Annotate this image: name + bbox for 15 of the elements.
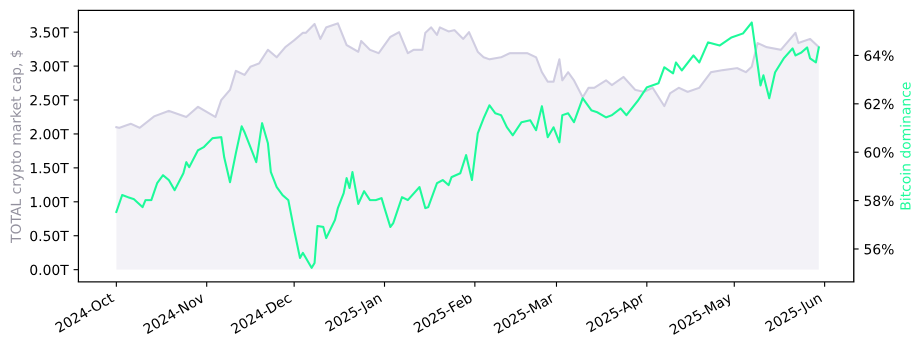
y2-tick-label: 58% — [864, 196, 894, 206]
y-tick-label: 1.50T — [30, 162, 69, 174]
y-tick-label: 2.50T — [30, 94, 69, 106]
y-tick-label: 3.00T — [30, 61, 69, 72]
y2-tick-label: 60% — [864, 147, 894, 158]
y-tick-label: 1.00T — [30, 196, 69, 208]
y2-tick-label: 64% — [864, 50, 894, 61]
y-axis-title: TOTAL crypto market cap, $ — [10, 50, 24, 243]
y-tick-label: 2.00T — [30, 128, 69, 140]
y-tick-label: 0.50T — [30, 230, 69, 242]
y-tick-label: 0.00T — [30, 264, 69, 276]
y2-axis-title: Bitcoin dominance — [900, 82, 911, 210]
y2-tick-label: 62% — [864, 98, 894, 110]
y-tick-label: 3.50T — [30, 27, 69, 38]
y2-tick-label: 56% — [864, 244, 894, 254]
